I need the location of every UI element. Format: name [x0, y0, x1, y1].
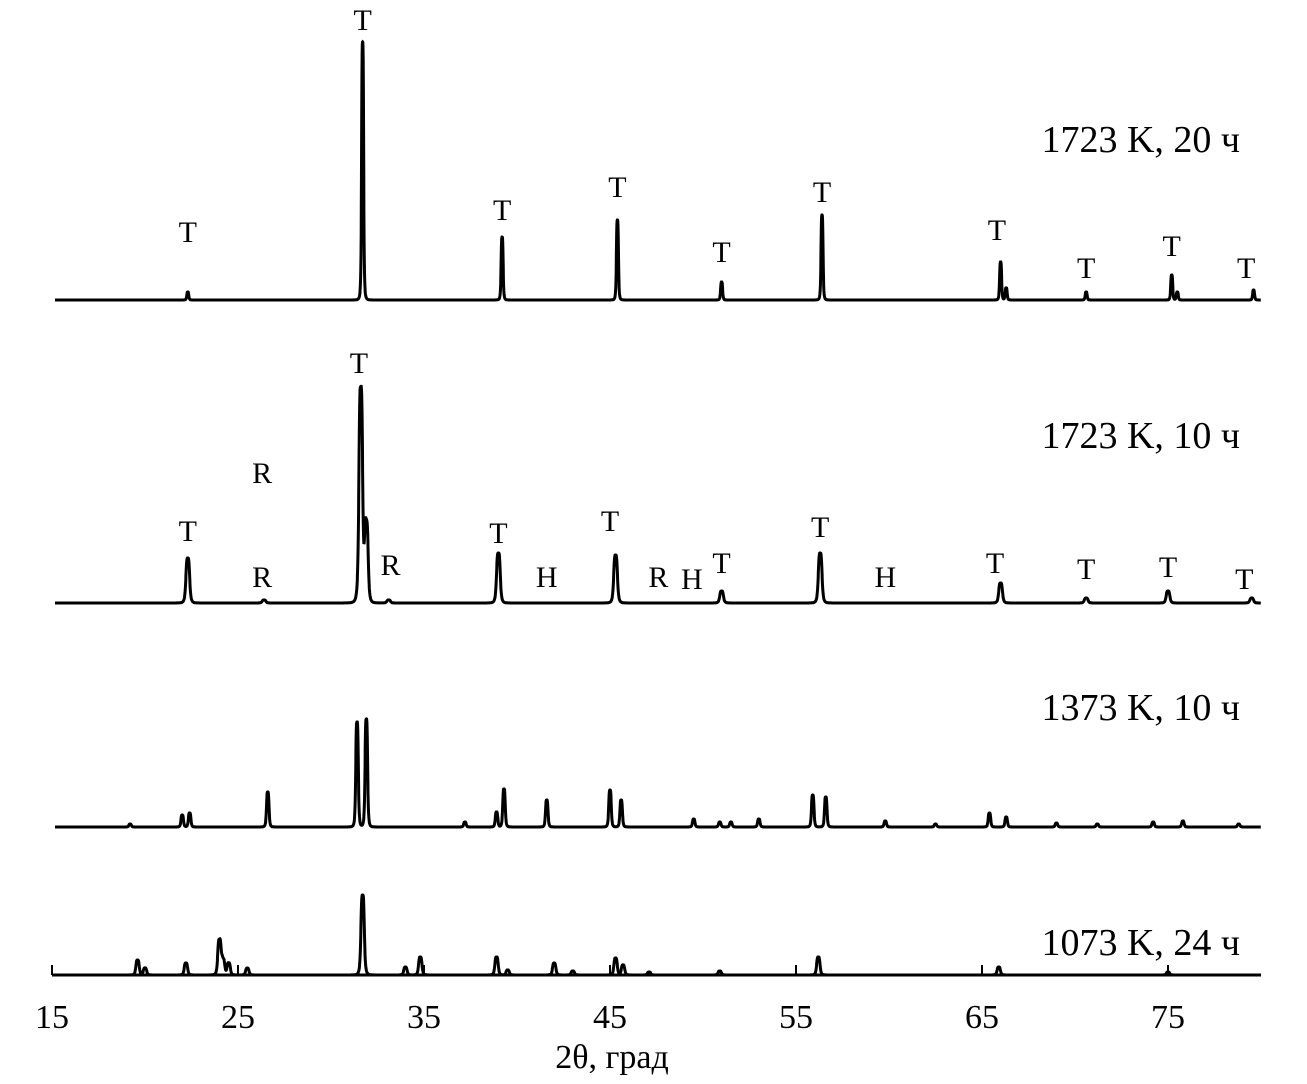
trace-line: [55, 384, 1261, 605]
x-tick-label: 55: [779, 999, 813, 1036]
phase-label: T: [986, 547, 1004, 580]
x-tick-label: 15: [35, 999, 69, 1036]
x-tick-label: 65: [965, 999, 999, 1036]
phase-label: T: [1159, 551, 1177, 584]
phase-label: T: [1077, 553, 1095, 586]
phase-label: T: [811, 511, 829, 544]
phase-label: T: [353, 4, 371, 37]
phase-label: H: [874, 561, 896, 594]
phase-label: H: [536, 561, 558, 594]
phase-label: R: [252, 561, 272, 594]
series-label: 1373 K, 10 ч: [1041, 687, 1240, 729]
series-label: 1723 K, 20 ч: [1041, 119, 1240, 161]
series-0: [55, 39, 1261, 302]
phase-label: T: [1237, 252, 1255, 285]
phase-label: T: [350, 347, 368, 380]
series-label: 1723 K, 10 ч: [1041, 415, 1240, 457]
phase-label: T: [1163, 230, 1181, 263]
phase-label: T: [1077, 252, 1095, 285]
trace-line: [55, 717, 1261, 829]
series-labels: 1723 K, 20 ч 1723 K, 10 ч 1373 K, 10 ч 1073…: [1041, 119, 1240, 964]
x-tick-label: 25: [221, 999, 255, 1036]
phase-label: R: [648, 561, 668, 594]
x-tick-label: 35: [407, 999, 441, 1036]
series-1: [55, 384, 1261, 605]
phase-label: T: [493, 194, 511, 227]
phase-label: T: [813, 176, 831, 209]
phase-label: T: [712, 547, 730, 580]
phase-label: T: [988, 214, 1006, 247]
phase-label: T: [489, 517, 507, 550]
phase-label: T: [179, 515, 197, 548]
phase-label: R: [381, 549, 401, 582]
phase-label: T: [608, 171, 626, 204]
series-label: 1073 K, 24 ч: [1041, 922, 1240, 964]
x-tick-label: 75: [1151, 999, 1185, 1036]
phase-label: T: [712, 236, 730, 269]
phase-label: H: [681, 563, 703, 596]
series-2: [55, 717, 1261, 829]
x-tick-label: 45: [593, 999, 627, 1036]
phase-label: T: [601, 505, 619, 538]
phase-label: T: [1235, 563, 1253, 596]
phase-label: R: [252, 457, 272, 490]
x-ticks: 15 25 35 45 55 65 75: [35, 965, 1185, 1036]
traces: [52, 39, 1261, 977]
trace-line: [55, 39, 1261, 302]
phase-label: T: [179, 216, 197, 249]
x-axis-label: 2θ, град: [555, 1039, 669, 1076]
